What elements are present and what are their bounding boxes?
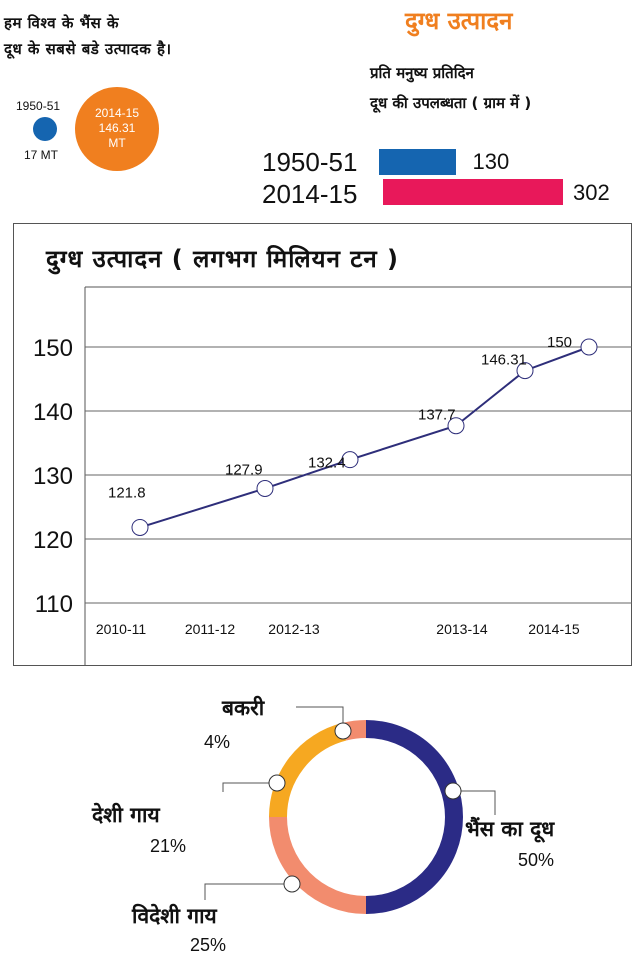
bar-year-label: 1950-51 — [262, 147, 358, 177]
donut-label-foreign-cow: विदेशी गाय — [132, 904, 217, 928]
leader-marker — [283, 875, 301, 893]
per-capita-line-1: प्रति मनुष्य प्रतिदिन — [370, 64, 474, 82]
leader-line — [222, 782, 277, 792]
data-label: 132.4 — [308, 455, 346, 472]
y-tick-label: 130 — [33, 463, 73, 490]
intro-text: हम विश्व के भैंस के दूध के सबसे बडे उत्प… — [4, 10, 172, 62]
x-tick-label: 2013-14 — [436, 621, 488, 637]
y-tick-label: 150 — [33, 335, 73, 362]
donut-label-buffalo-milk: भैंस का दूध — [465, 817, 555, 841]
line-series — [139, 346, 590, 529]
y-tick-label: 120 — [33, 527, 73, 554]
leader-marker — [268, 774, 286, 792]
leader-line — [453, 790, 496, 815]
x-tick-label: 2011-12 — [185, 621, 236, 637]
donut-label-desi-cow: देशी गाय — [92, 803, 160, 827]
bar-value-label: 302 — [573, 180, 610, 205]
donut-pct-desi-cow: 21% — [150, 836, 187, 856]
bar-year-label: 2014-15 — [262, 179, 358, 209]
intro-line-2: दूध के सबसे बडे उत्पादक है। — [4, 40, 172, 58]
data-point — [131, 518, 149, 536]
bubble-large-year: 2014-15 — [94, 106, 140, 120]
y-tick-label: 140 — [33, 399, 73, 426]
data-label: 127.9 — [225, 461, 263, 478]
data-label: 150 — [547, 334, 572, 351]
data-point — [447, 417, 465, 435]
bubble-large-unit: MT — [108, 136, 126, 150]
data-point — [341, 451, 359, 469]
donut-slice — [365, 720, 463, 914]
per-capita-bar-chart: 1950-51 130 2014-15 302 — [250, 140, 634, 210]
donut-pct-goat: 4% — [204, 732, 231, 752]
x-tick-label: 2010-11 — [96, 621, 147, 637]
line-chart: 150 140 130 120 110 2010-11 2011-12 2012-13 2013… — [33, 286, 632, 666]
bar-1950-51 — [379, 149, 457, 175]
bar-2014-15 — [383, 179, 563, 205]
donut-slice — [269, 723, 347, 818]
donut-chart — [204, 706, 496, 914]
line-chart-panel: दुग्ध उत्पादन ( लगभग मिलियन टन ) 150 140 1… — [13, 223, 632, 666]
donut-slice — [269, 816, 367, 914]
page-title: दुग्ध उत्पादन — [405, 7, 513, 35]
bubble-small-year: 1950-51 — [16, 99, 61, 113]
bar-value-label: 130 — [472, 149, 510, 174]
x-tick-label: 2014-15 — [528, 621, 580, 637]
bubble-large: 2014-15 146.31 MT — [75, 87, 159, 171]
donut-pct-foreign-cow: 25% — [190, 935, 227, 955]
x-tick-label: 2012-13 — [268, 621, 320, 637]
y-tick-label: 110 — [35, 591, 73, 618]
bubble-small — [33, 117, 57, 141]
data-label: 137.7 — [418, 407, 456, 424]
per-capita-heading: प्रति मनुष्य प्रतिदिन दूध की उपलब्धता ( … — [370, 58, 531, 118]
bubble-small-value: 17 MT — [24, 148, 59, 162]
data-label: 146.31 — [481, 352, 527, 369]
bubble-large-value: 146.31 — [98, 121, 136, 135]
leader-marker — [334, 722, 352, 740]
donut-pct-buffalo-milk: 50% — [518, 850, 555, 870]
data-point — [256, 479, 274, 497]
leader-marker — [444, 782, 462, 800]
intro-line-1: हम विश्व के भैंस के — [4, 14, 119, 32]
data-point — [516, 362, 534, 380]
per-capita-line-2: दूध की उपलब्धता ( ग्राम में ) — [370, 94, 532, 112]
data-point — [580, 338, 598, 356]
line-chart-title: दुग्ध उत्पादन ( लगभग मिलियन टन ) — [46, 245, 400, 273]
leader-line — [204, 883, 292, 900]
data-label: 121.8 — [108, 484, 146, 501]
donut-label-goat: बकरी — [222, 696, 265, 720]
